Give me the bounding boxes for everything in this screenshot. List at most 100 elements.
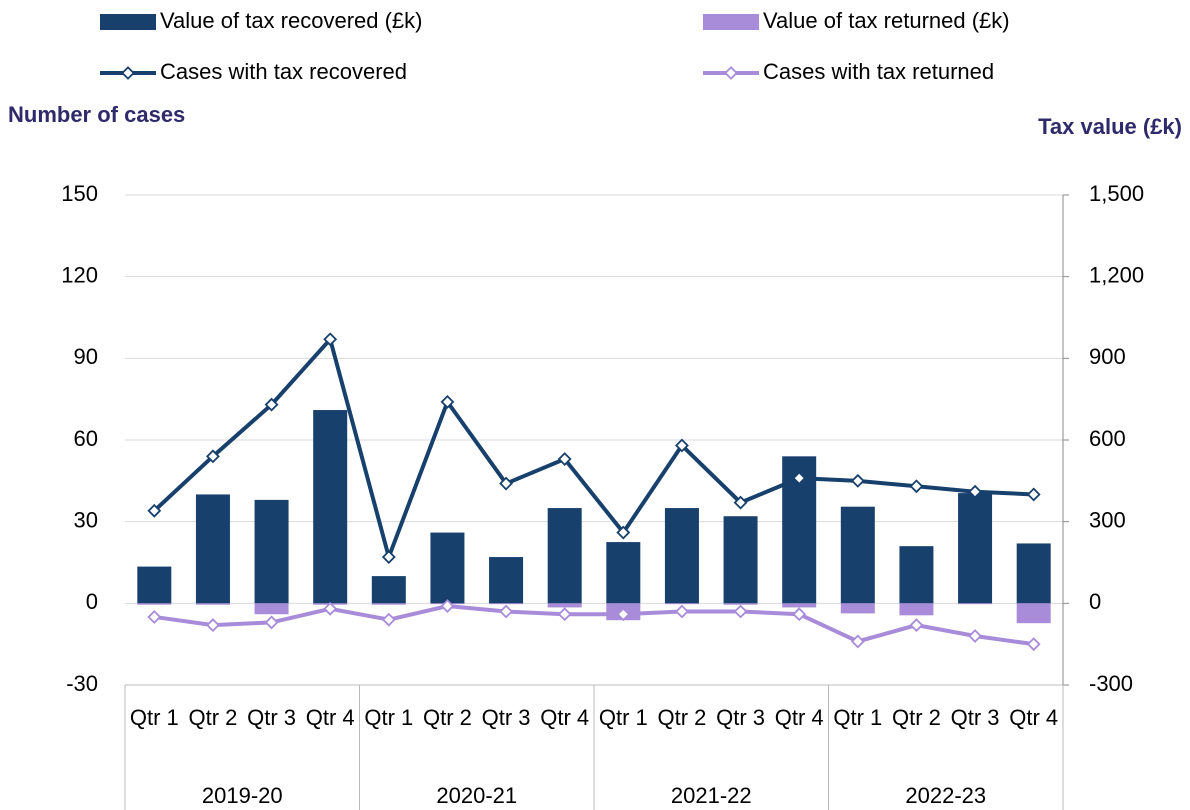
marker (909, 618, 924, 633)
marker (792, 607, 807, 622)
bar (899, 603, 934, 616)
x-tick-label: Qtr 1 (833, 705, 883, 730)
marker (616, 525, 631, 540)
legend-label: Cases with tax recovered (160, 59, 407, 84)
marker (850, 473, 865, 488)
marker (440, 599, 455, 613)
x-tick-label: Qtr 1 (598, 705, 648, 730)
marker (381, 550, 396, 564)
bar (137, 566, 172, 604)
marker (675, 438, 689, 453)
y-tick-label: 60 (74, 426, 98, 451)
y2-tick-label: 300 (1089, 507, 1126, 532)
bar (958, 493, 993, 604)
x-tick-label: Qtr 2 (188, 705, 238, 730)
bar (840, 506, 875, 604)
x-tick-label: Qtr 1 (129, 705, 179, 730)
bar (664, 508, 699, 604)
bar (547, 508, 582, 604)
y-tick-label: 150 (61, 181, 98, 206)
legend-label: Value of tax returned (£k) (763, 8, 1010, 33)
bar (254, 603, 289, 615)
line (152, 335, 1034, 564)
marker (323, 601, 338, 616)
marker (968, 484, 982, 499)
bar (371, 603, 406, 605)
bar (723, 516, 758, 604)
marker (499, 604, 513, 619)
y2-axis-title: Tax value (£k) (1038, 114, 1182, 139)
bar (137, 603, 172, 605)
marker (733, 495, 748, 510)
marker (909, 479, 924, 494)
marker (968, 629, 982, 643)
group-label: 2019-20 (202, 783, 283, 808)
marker (1026, 487, 1041, 502)
group-label: 2021-22 (671, 783, 752, 808)
marker (323, 332, 338, 347)
group-label: 2020-21 (436, 783, 517, 808)
bar (430, 532, 465, 604)
x-tick-label: Qtr 3 (716, 705, 766, 730)
marker (264, 615, 279, 630)
bar (489, 603, 524, 605)
y-tick-label: 30 (74, 507, 98, 532)
bar (723, 603, 758, 605)
marker (264, 397, 279, 412)
bar (489, 557, 524, 604)
bar (1016, 603, 1051, 624)
marker (499, 476, 513, 491)
bar (899, 546, 934, 604)
line (154, 604, 1034, 647)
bar (195, 603, 230, 605)
y2-tick-label: 0 (1089, 589, 1101, 614)
legend-swatch (100, 14, 156, 30)
x-tick-label: Qtr 3 (950, 705, 1000, 730)
marker (206, 449, 220, 464)
x-tick-label: Qtr 4 (540, 705, 590, 730)
y-tick-label: 90 (74, 344, 98, 369)
bar (958, 603, 993, 605)
y2-tick-label: -300 (1089, 671, 1133, 696)
y-tick-label: -30 (66, 671, 98, 696)
bar (195, 494, 230, 604)
x-tick-label: Qtr 2 (422, 705, 472, 730)
marker (616, 607, 631, 622)
marker (733, 604, 748, 619)
marker (440, 394, 455, 409)
legend-marker (724, 66, 738, 80)
bar (664, 603, 699, 605)
x-tick-label: Qtr 3 (481, 705, 531, 730)
y-axis-title: Number of cases (8, 102, 185, 127)
marker (557, 452, 572, 466)
bar (371, 576, 406, 604)
marker (675, 604, 689, 619)
x-tick-label: Qtr 2 (891, 705, 941, 730)
y-tick-label: 0 (86, 589, 98, 614)
bar (547, 603, 582, 608)
x-tick-label: Qtr 4 (774, 705, 824, 730)
bar (782, 603, 817, 608)
bar (254, 499, 289, 604)
marker (850, 634, 865, 649)
marker (557, 607, 572, 622)
y2-tick-label: 1,500 (1089, 181, 1144, 206)
marker (147, 503, 162, 518)
x-tick-label: Qtr 3 (247, 705, 297, 730)
x-tick-label: Qtr 1 (364, 705, 414, 730)
legend-label: Value of tax recovered (£k) (160, 8, 423, 33)
y2-tick-label: 600 (1089, 426, 1126, 451)
bar (840, 603, 875, 614)
x-tick-label: Qtr 2 (657, 705, 707, 730)
legend-marker (121, 66, 135, 80)
y2-tick-label: 900 (1089, 344, 1126, 369)
marker (206, 618, 220, 633)
bar (606, 542, 641, 604)
marker (147, 610, 162, 624)
legend-label: Cases with tax returned (763, 59, 994, 84)
x-tick-label: Qtr 4 (1009, 705, 1059, 730)
bar (313, 410, 348, 604)
y2-tick-label: 1,200 (1089, 262, 1144, 287)
